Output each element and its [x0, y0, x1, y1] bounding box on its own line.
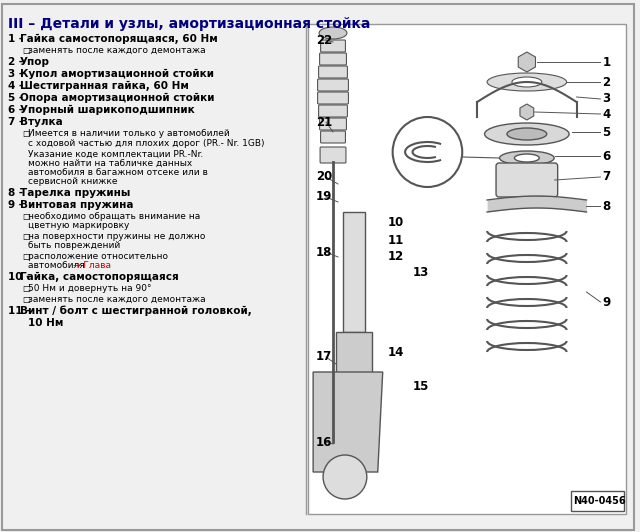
Text: Опора амортизационной стойки: Опора амортизационной стойки: [20, 93, 214, 103]
Text: цветную маркировку: цветную маркировку: [28, 221, 129, 230]
Text: Имеется в наличии только у автомобилей: Имеется в наличии только у автомобилей: [28, 129, 230, 138]
Text: Шестигранная гайка, 60 Нм: Шестигранная гайка, 60 Нм: [20, 81, 189, 91]
Text: 21: 21: [316, 115, 332, 129]
FancyBboxPatch shape: [496, 163, 557, 197]
FancyBboxPatch shape: [571, 491, 624, 511]
Text: Упор: Упор: [20, 57, 50, 67]
Text: 8: 8: [602, 200, 611, 212]
Text: заменять после каждого демонтажа: заменять после каждого демонтажа: [28, 46, 205, 55]
Text: автомобиля: автомобиля: [28, 261, 88, 270]
Text: 9 -: 9 -: [8, 200, 27, 210]
Text: 3 -: 3 -: [8, 69, 27, 79]
Text: 3: 3: [602, 93, 611, 105]
Text: 9: 9: [602, 295, 611, 309]
Text: 10: 10: [388, 215, 404, 229]
Text: быть повреждений: быть повреждений: [28, 241, 120, 250]
Polygon shape: [313, 372, 383, 472]
Text: 16: 16: [316, 436, 333, 448]
Text: 17: 17: [316, 351, 332, 363]
FancyBboxPatch shape: [319, 105, 348, 117]
FancyBboxPatch shape: [336, 332, 372, 432]
Text: 10 -: 10 -: [8, 272, 34, 282]
Text: 50 Нм и довернуть на 90°: 50 Нм и довернуть на 90°: [28, 284, 151, 293]
Text: N40-0456: N40-0456: [573, 496, 626, 506]
Text: Тарелка пружины: Тарелка пружины: [20, 188, 131, 198]
FancyBboxPatch shape: [319, 118, 346, 130]
Text: 10 Нм: 10 Нм: [28, 318, 63, 328]
Text: → Глава: → Глава: [72, 261, 111, 270]
Text: необходимо обращать внимание на: необходимо обращать внимание на: [28, 212, 200, 221]
Circle shape: [323, 455, 367, 499]
Text: 6 -: 6 -: [8, 105, 27, 115]
Circle shape: [393, 117, 462, 187]
Text: Купол амортизационной стойки: Купол амортизационной стойки: [20, 69, 214, 79]
Text: □: □: [22, 252, 29, 261]
Text: 11 -: 11 -: [8, 306, 34, 316]
Text: 12: 12: [388, 251, 404, 263]
Text: Указание коде комплектации PR.-Nr.: Указание коде комплектации PR.-Nr.: [28, 150, 203, 159]
Text: сервисной книжке: сервисной книжке: [28, 177, 117, 186]
Text: 11: 11: [388, 234, 404, 246]
Text: 7: 7: [602, 170, 611, 184]
Ellipse shape: [487, 73, 566, 91]
Text: □: □: [22, 46, 29, 55]
Text: 5: 5: [602, 126, 611, 138]
Ellipse shape: [319, 27, 347, 39]
Text: 20: 20: [316, 170, 332, 184]
Text: □: □: [22, 212, 29, 221]
Text: Втулка: Втулка: [20, 117, 63, 127]
Text: 8 -: 8 -: [8, 188, 27, 198]
Text: 19: 19: [316, 190, 333, 204]
FancyBboxPatch shape: [308, 24, 627, 514]
Ellipse shape: [484, 123, 569, 145]
Text: можно найти на табличке данных: можно найти на табличке данных: [28, 159, 192, 168]
FancyBboxPatch shape: [319, 53, 346, 65]
Text: 2: 2: [602, 76, 611, 88]
Text: 22: 22: [316, 34, 332, 46]
Ellipse shape: [499, 151, 554, 165]
FancyBboxPatch shape: [343, 212, 365, 332]
FancyBboxPatch shape: [319, 66, 348, 78]
Text: 7 -: 7 -: [8, 117, 27, 127]
FancyBboxPatch shape: [317, 92, 348, 104]
FancyBboxPatch shape: [320, 147, 346, 163]
Text: 15: 15: [413, 380, 429, 394]
FancyBboxPatch shape: [317, 79, 348, 91]
Text: □: □: [22, 295, 29, 304]
Text: Гайка, самостопорящаяся: Гайка, самостопорящаяся: [20, 272, 179, 282]
Text: 6: 6: [602, 149, 611, 162]
Text: заменять после каждого демонтажа: заменять после каждого демонтажа: [28, 295, 205, 304]
Text: 5 -: 5 -: [8, 93, 27, 103]
Text: 1: 1: [602, 55, 611, 69]
FancyBboxPatch shape: [321, 131, 346, 143]
Text: 14: 14: [388, 345, 404, 359]
Ellipse shape: [512, 77, 542, 87]
Ellipse shape: [515, 154, 540, 162]
Text: 4: 4: [602, 107, 611, 121]
Text: расположение относительно: расположение относительно: [28, 252, 168, 261]
Text: Винтовая пружина: Винтовая пружина: [20, 200, 133, 210]
Text: Винт / болт с шестигранной головкой,: Винт / болт с шестигранной головкой,: [20, 306, 252, 317]
Text: 2 -: 2 -: [8, 57, 27, 67]
Text: 1 -: 1 -: [8, 34, 27, 44]
Ellipse shape: [507, 128, 547, 140]
Text: с ходовой частью для плохих дорог (PR.- Nr. 1GB): с ходовой частью для плохих дорог (PR.- …: [28, 139, 264, 148]
Text: 18: 18: [316, 245, 333, 259]
Text: Упорный шарикоподшипник: Упорный шарикоподшипник: [20, 105, 195, 115]
Text: □: □: [22, 232, 29, 241]
Text: автомобиля в багажном отсеке или в: автомобиля в багажном отсеке или в: [28, 168, 208, 177]
Text: □: □: [22, 129, 29, 138]
Text: 4 -: 4 -: [8, 81, 27, 91]
Text: III – Детали и узлы, амортизационная стойка: III – Детали и узлы, амортизационная сто…: [8, 17, 371, 31]
FancyBboxPatch shape: [321, 40, 346, 52]
Text: □: □: [22, 284, 29, 293]
Text: Гайка самостопорящаяся, 60 Нм: Гайка самостопорящаяся, 60 Нм: [20, 34, 218, 44]
Text: 13: 13: [413, 265, 429, 278]
Text: на поверхности пружины не должно: на поверхности пружины не должно: [28, 232, 205, 241]
